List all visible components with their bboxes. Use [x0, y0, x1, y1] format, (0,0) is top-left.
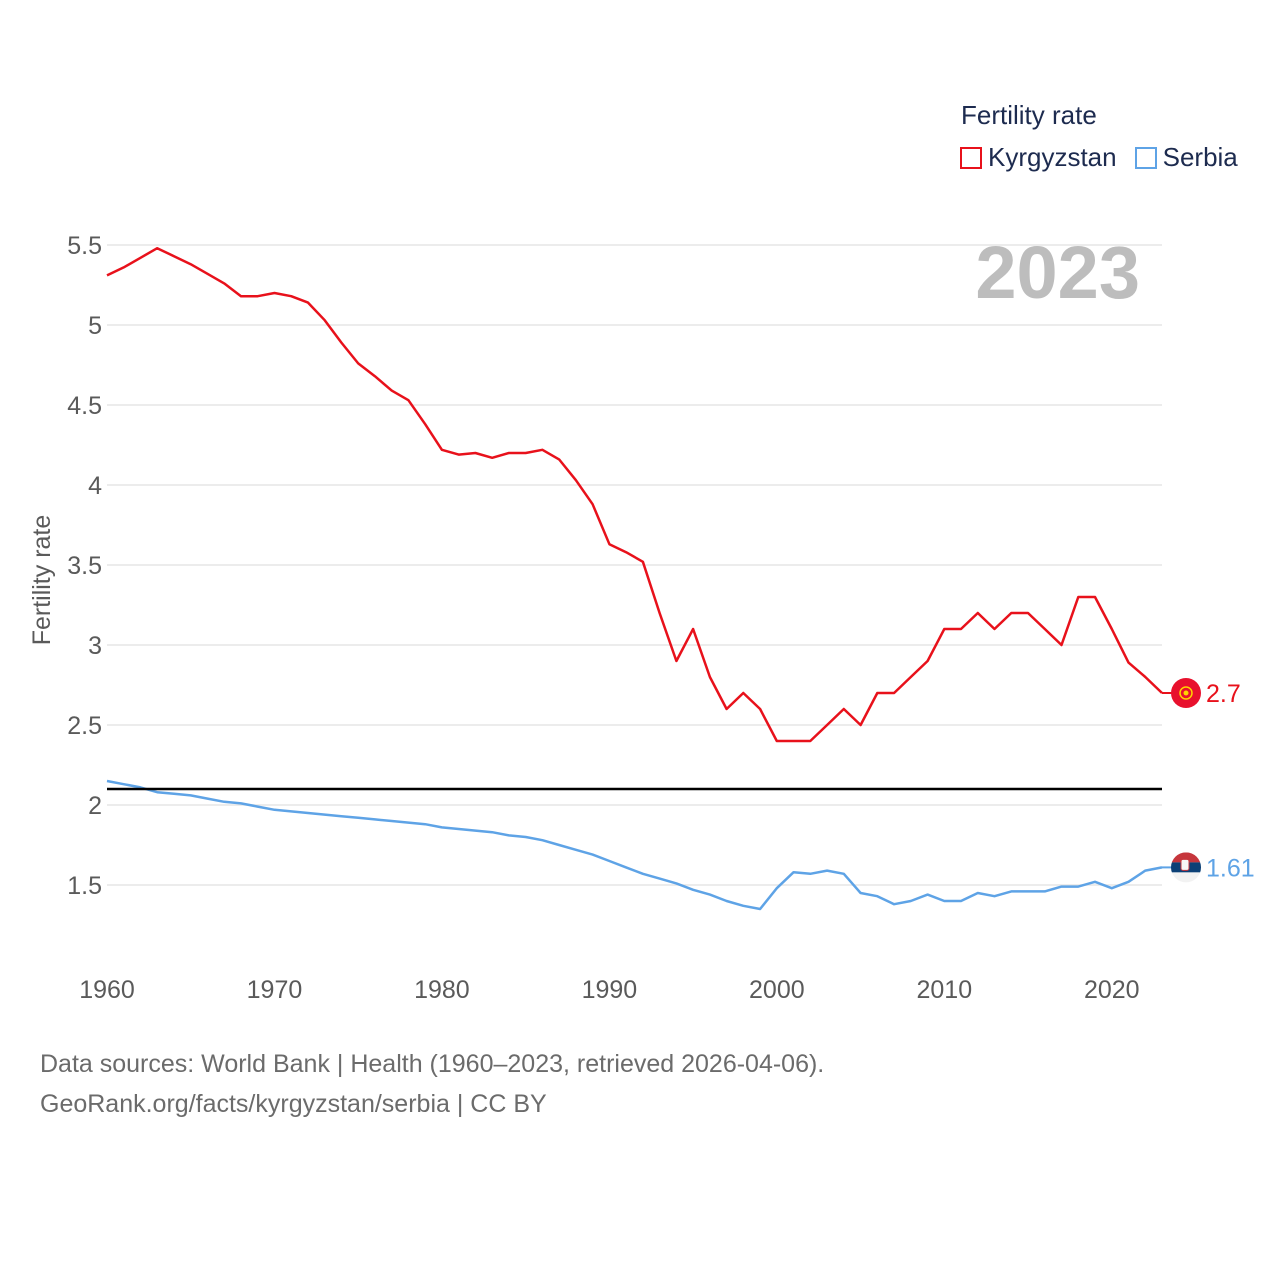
legend-swatch-serbia	[1134, 146, 1157, 169]
legend: Kyrgyzstan Serbia	[960, 142, 1256, 173]
flag-emblem	[1180, 858, 1190, 871]
legend-swatch-kyrgyzstan	[960, 146, 982, 169]
y-tick-label: 5.5	[67, 232, 102, 260]
y-tick-label: 3	[88, 632, 102, 660]
series-lines	[106, 246, 1163, 911]
y-tick-label: 2.5	[67, 712, 102, 740]
x-tick-label: 2020	[1084, 976, 1140, 1004]
end-marker-serbia: 1.61	[1162, 852, 1255, 883]
y-tick-label: 2	[88, 792, 102, 820]
data-source-note: Data sources: World Bank | Health (1960–…	[40, 1050, 825, 1078]
x-tick-label: 2000	[749, 976, 805, 1004]
series-line-serbia	[106, 779, 1163, 911]
flag-sun	[1179, 686, 1193, 700]
end-markers: 2.7 1.61	[1162, 678, 1255, 883]
end-marker-kyrgyzstan: 2.7	[1162, 678, 1241, 708]
end-value-label: 2.7	[1206, 680, 1241, 708]
legend-item-serbia[interactable]: Serbia	[1134, 142, 1238, 173]
attribution-link[interactable]: GeoRank.org/facts/kyrgyzstan/serbia | CC…	[40, 1090, 547, 1118]
legend-label-kyrgyzstan: Kyrgyzstan	[988, 142, 1117, 172]
x-tick-label: 1990	[582, 976, 638, 1004]
y-tick-label: 3.5	[67, 552, 102, 580]
x-tick-label: 1960	[79, 976, 135, 1004]
y-tick-label: 1.5	[67, 872, 102, 900]
serbia-flag-icon	[1171, 852, 1201, 883]
y-tick-label: 5	[88, 312, 102, 340]
flag-sun-core	[1183, 690, 1189, 696]
legend-label-serbia: Serbia	[1162, 142, 1238, 172]
end-value-label: 1.61	[1206, 854, 1255, 882]
legend-title: Fertility rate	[961, 100, 1097, 130]
y-axis-label: Fertility rate	[28, 515, 56, 646]
y-tick-label: 4.5	[67, 392, 102, 420]
y-gridlines	[107, 244, 1162, 886]
footer: Data sources: World Bank | Health (1960–…	[40, 1044, 824, 1124]
x-tick-labels: 1960 1970 1980 1990 2000 2010 2020	[79, 976, 1139, 1004]
legend-item-kyrgyzstan[interactable]: Kyrgyzstan	[960, 142, 1117, 173]
year-watermark: 2023	[975, 231, 1140, 314]
series-line-kyrgyzstan	[106, 246, 1163, 743]
x-tick-label: 2010	[916, 976, 972, 1004]
y-tick-label: 4	[88, 472, 102, 500]
x-tick-label: 1980	[414, 976, 470, 1004]
y-tick-labels: 1.5 2 2.5 3 3.5 4 4.5 5 5.5	[67, 232, 102, 900]
x-tick-label: 1970	[247, 976, 303, 1004]
